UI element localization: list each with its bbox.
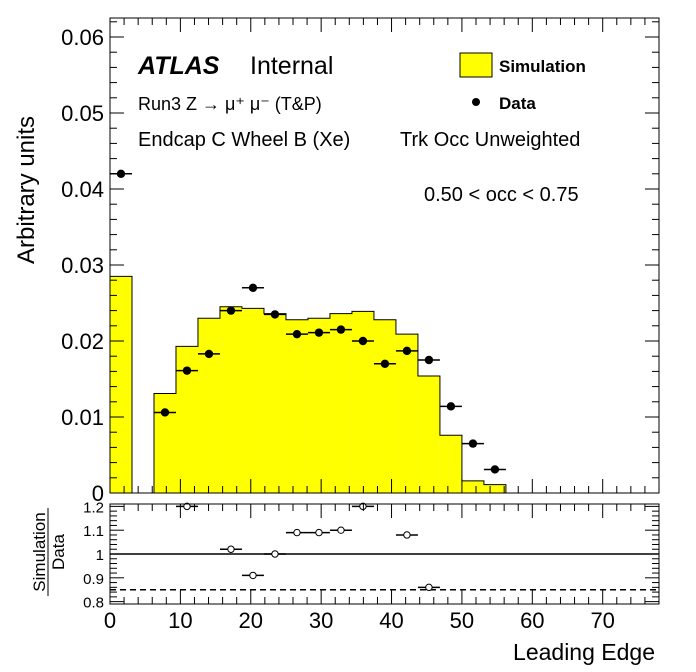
simulation-bar-10 <box>329 313 352 493</box>
main-y-axis-label: Arbitrary units <box>13 116 40 264</box>
main-y-tick-label-6: 0.06 <box>61 25 104 50</box>
ratio-point-3 <box>271 550 279 558</box>
x-tick-label-1: 10 <box>168 608 192 633</box>
ratio-y-tick-label-4: 1.2 <box>83 499 104 516</box>
ratio-y-tick-label-1: 0.9 <box>83 571 104 588</box>
ratio-point-4 <box>293 528 301 537</box>
simulation-bar-11 <box>351 311 374 493</box>
ratio-y-ticks: 0.8 0.9 1 1.1 1.2 <box>83 499 659 612</box>
ratio-point-9 <box>425 583 433 592</box>
ratio-point-6 <box>337 526 345 534</box>
internal-label: Internal <box>250 52 333 80</box>
main-y-tick-label-5: 0.05 <box>61 101 104 126</box>
simulation-bar-13 <box>395 334 418 493</box>
data-point-3 <box>204 349 214 359</box>
ratio-point-2 <box>249 571 257 580</box>
ratio-plot-panel: 0 10 20 30 40 50 60 70 0.8 0.9 1 1.1 1.2 Simulation… <box>30 499 660 665</box>
data-point-5 <box>248 283 258 292</box>
ratio-point-0 <box>183 502 191 511</box>
simulation-bar-14 <box>417 375 440 493</box>
ratio-y-tick-label-0: 0.8 <box>83 595 104 612</box>
main-y-tick-label-3: 0.03 <box>61 253 104 278</box>
simulation-bar-2 <box>153 393 176 493</box>
main-y-ticks: 0 0.01 0.02 0.03 0.04 0.05 0.06 <box>61 21 659 506</box>
ratio-point-1 <box>227 545 235 553</box>
ratio-point-8 <box>403 531 411 539</box>
main-plot-panel: 0 0.01 0.02 0.03 0.04 0.05 0.06 Arbitrary unit… <box>13 17 660 506</box>
data-point-7 <box>292 329 302 339</box>
x-tick-label-6: 60 <box>520 608 544 633</box>
legend-simulation-label: Simulation <box>499 57 586 76</box>
simulation-bar-0 <box>110 276 132 493</box>
simulation-bar-12 <box>373 319 396 493</box>
atlas-label: ATLAS <box>137 52 220 80</box>
simulation-bar-4 <box>197 318 220 493</box>
ratio-y-tick-label-3: 1.1 <box>83 523 104 540</box>
x-axis-label: Leading Edge <box>513 639 655 665</box>
x-tick-label-0: 0 <box>104 608 116 633</box>
region-label: Endcap C Wheel B (Xe) <box>138 129 350 151</box>
main-plot-frame <box>109 17 660 494</box>
ratio-y-axis-label: Simulation Data <box>30 508 68 596</box>
simulation-bar-3 <box>175 346 198 493</box>
x-tick-label-3: 30 <box>309 608 333 633</box>
simulation-bar-15 <box>439 435 462 493</box>
data-point-13 <box>424 355 434 365</box>
weighting-label: Trk Occ Unweighted <box>400 129 580 151</box>
simulation-bar-6 <box>241 308 264 493</box>
data-point-1 <box>160 408 170 417</box>
process-label: Run3 Z → μ⁺ μ⁻ (T&P) <box>138 94 322 114</box>
data-point-9 <box>336 325 346 334</box>
simulation-bar-5 <box>219 306 242 493</box>
simulation-histogram <box>109 275 507 494</box>
x-tick-label-2: 20 <box>239 608 263 633</box>
legend-data-marker <box>472 98 480 106</box>
data-point-11 <box>380 359 390 368</box>
data-point-12 <box>402 346 412 356</box>
legend: Simulation Data <box>459 52 586 113</box>
data-point-15 <box>468 439 478 448</box>
simulation-bar-7 <box>263 313 286 493</box>
data-point-10 <box>358 336 368 346</box>
main-y-tick-label-4: 0.04 <box>61 177 104 202</box>
ratio-points <box>175 502 440 592</box>
legend-simulation-swatch <box>459 52 493 78</box>
main-y-tick-label-1: 0.01 <box>61 405 104 430</box>
main-y-tick-label-0: 0 <box>92 481 104 506</box>
simulation-bar-8 <box>285 319 308 493</box>
simulation-bar-17 <box>483 484 506 493</box>
data-point-14 <box>446 402 456 411</box>
data-point-4 <box>226 306 236 315</box>
ratio-point-5 <box>315 528 323 537</box>
x-tick-label-7: 70 <box>590 608 614 633</box>
legend-data-label: Data <box>499 94 536 113</box>
simulation-outline <box>109 275 507 494</box>
simulation-bar-9 <box>307 318 330 493</box>
ratio-y-label-numerator: Simulation <box>30 512 49 591</box>
x-tick-label-4: 40 <box>379 608 403 633</box>
main-y-tick-label-2: 0.02 <box>61 329 104 354</box>
data-points <box>110 169 506 474</box>
x-tick-label-5: 50 <box>450 608 474 633</box>
simulation-bar-16 <box>461 480 484 493</box>
data-point-6 <box>270 310 280 319</box>
occupancy-range-label: 0.50 < occ < 0.75 <box>424 184 579 206</box>
ratio-y-label-denominator: Data <box>49 534 68 570</box>
data-point-8 <box>314 328 324 337</box>
ratio-y-tick-label-2: 1 <box>96 547 104 564</box>
data-point-16 <box>490 465 500 474</box>
data-point-2 <box>182 366 192 375</box>
main-x-ticks <box>109 18 660 493</box>
data-point-0 <box>116 169 126 178</box>
